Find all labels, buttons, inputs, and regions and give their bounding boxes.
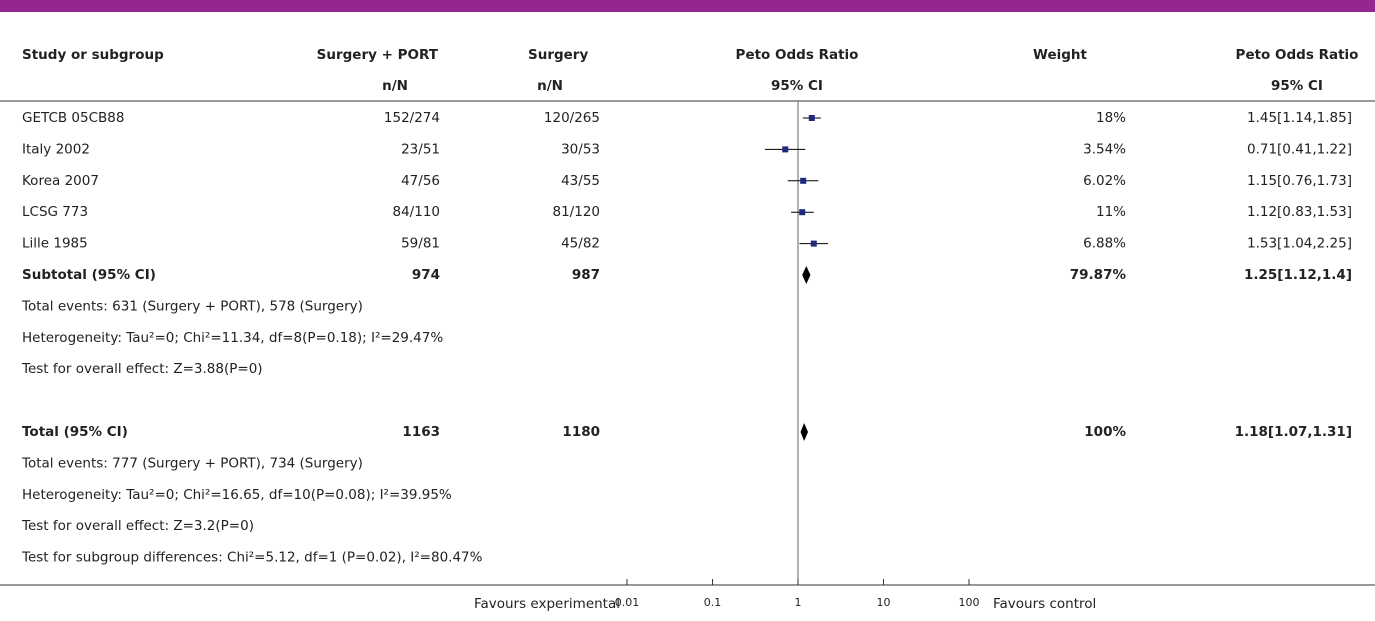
weight: 100%: [1084, 424, 1126, 440]
point-estimate: [810, 240, 817, 247]
x-tick-label: 100: [959, 596, 980, 609]
control-count: 987: [572, 267, 600, 283]
experimental-count: 1163: [402, 424, 440, 440]
x-label-left: Favours experimental: [474, 596, 620, 612]
column-subheader: 95% CI: [771, 78, 823, 94]
point-estimate: [799, 209, 806, 216]
note: Test for overall effect: Z=3.2(P=0): [21, 518, 254, 534]
column-subheader: n/N: [537, 78, 563, 94]
study-name: Italy 2002: [22, 141, 90, 157]
column-subheader: 95% CI: [1271, 78, 1323, 94]
odds-ratio-label: 1.12[0.83,1.53]: [1247, 204, 1352, 220]
study-name: Korea 2007: [22, 173, 99, 189]
column-header: Peto Odds Ratio: [1236, 47, 1359, 63]
note: Total events: 777 (Surgery + PORT), 734 …: [21, 455, 363, 471]
experimental-count: 84/110: [393, 204, 441, 220]
top-bar: [0, 0, 1375, 12]
odds-ratio-label: 1.25[1.12,1.4]: [1244, 267, 1352, 283]
weight: 6.88%: [1083, 236, 1126, 252]
column-header: Surgery + PORT: [317, 47, 439, 63]
study-name: Total (95% CI): [22, 424, 128, 440]
weight: 3.54%: [1083, 141, 1126, 157]
point-estimate: [808, 115, 815, 121]
column-header: Study or subgroup: [22, 47, 164, 63]
odds-ratio-label: 0.71[0.41,1.22]: [1247, 141, 1352, 157]
x-tick-label: 0.01: [615, 596, 640, 609]
x-label-right: Favours control: [993, 596, 1096, 612]
point-estimate: [782, 146, 789, 153]
x-tick-label: 10: [877, 596, 891, 609]
note: Test for subgroup differences: Chi²=5.12…: [21, 550, 483, 566]
weight: 18%: [1096, 110, 1126, 126]
study-name: GETCB 05CB88: [22, 110, 124, 126]
odds-ratio-label: 1.53[1.04,2.25]: [1247, 236, 1352, 252]
point-estimate: [800, 177, 807, 184]
column-subheader: n/N: [382, 78, 408, 94]
note: Total events: 631 (Surgery + PORT), 578 …: [21, 298, 363, 314]
note: Test for overall effect: Z=3.88(P=0): [21, 361, 263, 377]
experimental-count: 59/81: [401, 236, 440, 252]
control-count: 43/55: [561, 173, 600, 189]
x-tick-label: 1: [795, 596, 802, 609]
column-header: Weight: [1033, 47, 1087, 63]
odds-ratio-label: 1.15[0.76,1.73]: [1247, 173, 1352, 189]
experimental-count: 152/274: [384, 110, 440, 126]
study-name: LCSG 773: [22, 204, 88, 220]
weight: 11%: [1096, 204, 1126, 220]
note: Heterogeneity: Tau²=0; Chi²=16.65, df=10…: [22, 487, 452, 503]
summary-diamond: [802, 266, 811, 284]
odds-ratio-label: 1.45[1.14,1.85]: [1247, 110, 1352, 126]
weight: 6.02%: [1083, 173, 1126, 189]
control-count: 120/265: [544, 110, 600, 126]
summary-diamond: [800, 423, 809, 441]
study-name: Lille 1985: [22, 236, 88, 252]
control-count: 45/82: [561, 236, 600, 252]
experimental-count: 23/51: [401, 141, 440, 157]
odds-ratio-label: 1.18[1.07,1.31]: [1235, 424, 1352, 440]
control-count: 81/120: [553, 204, 601, 220]
weight: 79.87%: [1070, 267, 1127, 283]
control-count: 1180: [562, 424, 600, 440]
column-header: Peto Odds Ratio: [736, 47, 859, 63]
experimental-count: 47/56: [401, 173, 440, 189]
experimental-count: 974: [412, 267, 440, 283]
control-count: 30/53: [561, 141, 600, 157]
column-header: Surgery: [528, 47, 588, 63]
note: Heterogeneity: Tau²=0; Chi²=11.34, df=8(…: [22, 330, 443, 346]
study-name: Subtotal (95% CI): [22, 267, 156, 283]
x-tick-label: 0.1: [704, 596, 722, 609]
